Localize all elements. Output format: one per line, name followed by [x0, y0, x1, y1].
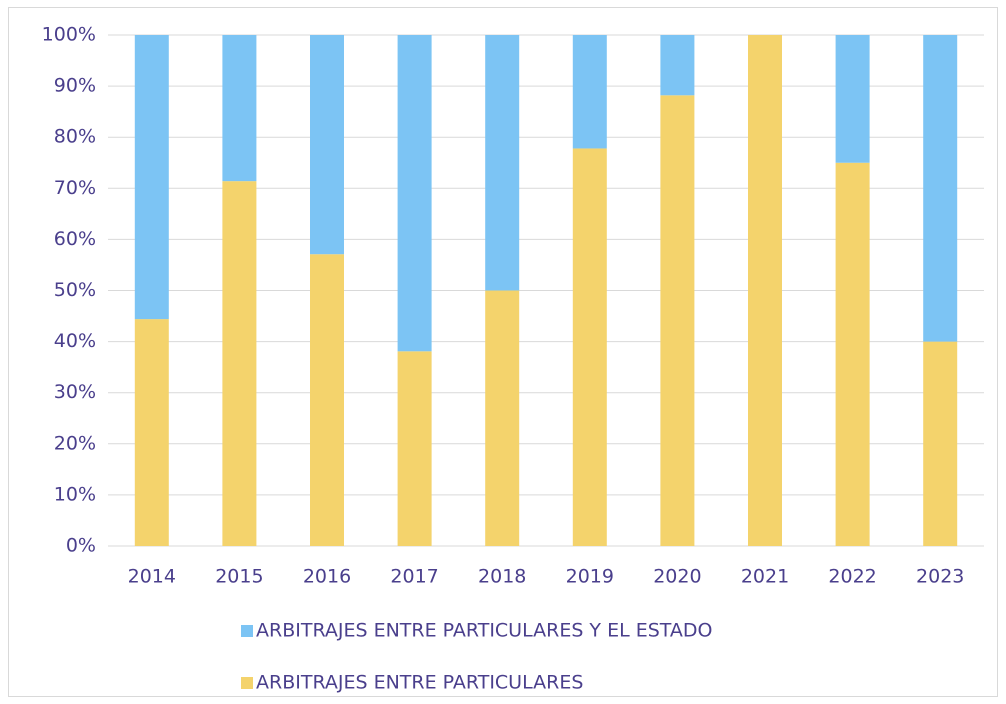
legend-label: ARBITRAJES ENTRE PARTICULARES — [256, 672, 583, 694]
bar-segment — [835, 35, 870, 163]
x-tick-label: 2015 — [215, 566, 263, 588]
x-tick-label: 2022 — [828, 566, 876, 588]
x-tick-label: 2016 — [303, 566, 351, 588]
bar-segment — [397, 351, 432, 546]
x-tick-label: 2017 — [390, 566, 438, 588]
y-tick-label: 0% — [66, 535, 96, 557]
bar-segment — [660, 35, 695, 96]
x-tick-label: 2019 — [566, 566, 614, 588]
bar-segment — [748, 35, 782, 546]
bar-segment — [660, 95, 695, 546]
y-tick-label: 30% — [54, 381, 96, 403]
y-tick-label: 80% — [54, 126, 96, 148]
x-tick-label: 2023 — [916, 566, 964, 588]
bar-segment — [310, 254, 344, 546]
bar-segment — [222, 35, 257, 182]
y-tick-label: 100% — [42, 24, 96, 46]
bar-segment — [134, 35, 169, 320]
bar-segment — [923, 341, 958, 546]
y-tick-label: 40% — [54, 330, 96, 352]
bar-segment — [835, 162, 870, 546]
y-tick-label: 70% — [54, 177, 96, 199]
bar-segment — [572, 148, 607, 546]
legend-label: ARBITRAJES ENTRE PARTICULARES Y EL ESTAD… — [256, 620, 712, 642]
bar-segment — [485, 290, 520, 546]
y-tick-label: 60% — [54, 228, 96, 250]
bar-segment — [134, 319, 169, 546]
bar-segment — [222, 181, 257, 546]
bar-segment — [397, 35, 432, 352]
x-tick-label: 2014 — [128, 566, 176, 588]
x-tick-label: 2021 — [741, 566, 789, 588]
y-tick-label: 10% — [54, 483, 96, 505]
legend-swatch — [241, 677, 253, 689]
bar-segment — [923, 35, 958, 342]
y-tick-label: 90% — [54, 75, 96, 97]
y-tick-label: 50% — [54, 279, 96, 301]
bar-segment — [485, 35, 520, 291]
x-tick-label: 2020 — [653, 566, 701, 588]
bar-segment — [572, 35, 607, 149]
legend-swatch — [241, 625, 253, 637]
x-tick-label: 2018 — [478, 566, 526, 588]
y-tick-label: 20% — [54, 432, 96, 454]
bar-segment — [310, 35, 344, 255]
